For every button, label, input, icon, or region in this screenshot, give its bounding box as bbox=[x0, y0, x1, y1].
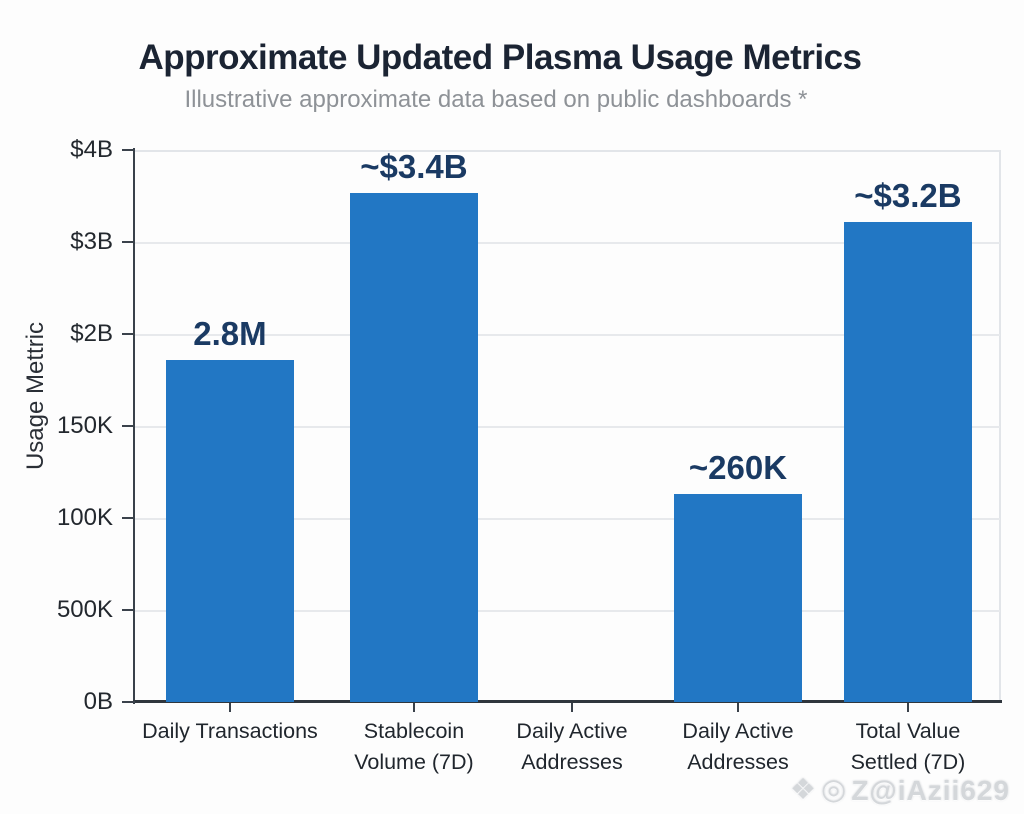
y-tick-label: 500K bbox=[56, 596, 113, 623]
bar bbox=[349, 193, 478, 702]
y-tick-label: 0B bbox=[83, 688, 113, 715]
bar bbox=[165, 359, 294, 702]
chart-subtitle: Illustrative approximate data based on p… bbox=[184, 86, 808, 113]
y-tick-label: $4B bbox=[70, 136, 113, 163]
x-tick-label: Daily Transactions bbox=[142, 719, 318, 743]
x-tick-label: Stablecoin Volume (7D) bbox=[354, 719, 474, 774]
plot-area: 2.8M Daily Transactions ~$3.4B Stablecoin Vo… bbox=[135, 148, 1000, 774]
y-tick-mark bbox=[122, 701, 135, 703]
y-tick-mark bbox=[122, 241, 135, 243]
gridline bbox=[135, 518, 1000, 520]
y-tick-mark bbox=[122, 609, 135, 611]
x-tick-mark bbox=[570, 703, 573, 712]
diamond-icon: ❖ bbox=[790, 774, 816, 806]
chart-title: Approximate Updated Plasma Usage Metrics bbox=[138, 38, 862, 77]
x-tick-mark bbox=[906, 703, 909, 712]
plot-top-frame bbox=[135, 150, 1000, 152]
gridline bbox=[135, 426, 1000, 428]
gridline bbox=[135, 334, 1000, 336]
y-tick-label: 100K bbox=[56, 504, 113, 531]
x-tick-label: Total Value Settled (7D) bbox=[850, 719, 966, 774]
bar bbox=[843, 221, 972, 702]
y-tick-mark bbox=[122, 333, 135, 335]
y-tick-mark bbox=[122, 149, 135, 151]
x-axis-line bbox=[133, 700, 1002, 703]
bar-value-label: ~$3.4B bbox=[360, 148, 468, 186]
x-tick-label: Daily Active Addresses bbox=[516, 719, 628, 774]
gridline bbox=[135, 242, 1000, 244]
watermark-text: Z@iAzii629 bbox=[851, 774, 1010, 806]
y-tick-label: $2B bbox=[70, 320, 113, 347]
y-axis-ticks: $4B $3B $2B 150K 100K 500K 0B bbox=[0, 136, 135, 715]
x-tick-mark bbox=[228, 703, 231, 712]
y-tick-mark bbox=[122, 517, 135, 519]
x-tick-mark bbox=[412, 703, 415, 712]
y-tick-label: $3B bbox=[70, 228, 113, 255]
watermark: ❖ ◎ Z@iAzii629 bbox=[790, 776, 1010, 805]
lens-icon: ◎ bbox=[821, 774, 847, 806]
bar-value-label: ~$3.2B bbox=[854, 176, 962, 214]
y-tick-label: 150K bbox=[56, 412, 113, 439]
y-tick-mark bbox=[122, 425, 135, 427]
bar bbox=[673, 493, 802, 702]
bar-value-label: ~260K bbox=[688, 448, 788, 486]
gridline bbox=[135, 610, 1000, 612]
bar-value-label: 2.8M bbox=[193, 314, 267, 352]
x-tick-label: Daily Active Addresses bbox=[682, 719, 794, 774]
x-tick-mark bbox=[736, 703, 739, 712]
